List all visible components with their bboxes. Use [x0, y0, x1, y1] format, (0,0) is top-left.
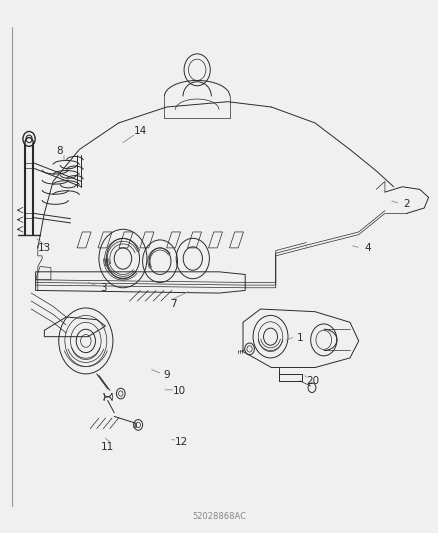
Text: 8: 8: [57, 146, 63, 156]
Text: 14: 14: [134, 126, 147, 136]
Text: 4: 4: [364, 243, 371, 253]
Text: 10: 10: [173, 386, 186, 397]
Text: 2: 2: [403, 199, 410, 209]
Text: 7: 7: [170, 298, 177, 309]
Text: 1: 1: [297, 333, 303, 343]
Text: 13: 13: [38, 243, 51, 253]
Text: 3: 3: [100, 283, 106, 293]
Text: 12: 12: [175, 437, 188, 447]
Text: 11: 11: [101, 442, 114, 452]
Text: 52028868AC: 52028868AC: [192, 512, 246, 521]
Text: 9: 9: [163, 370, 170, 381]
Text: 20: 20: [306, 376, 319, 386]
